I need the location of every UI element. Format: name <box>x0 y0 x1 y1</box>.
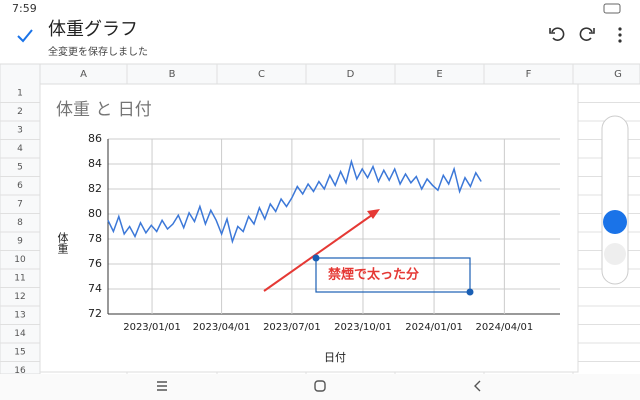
undo-button[interactable] <box>549 27 565 41</box>
x-tick-label: 2024/04/01 <box>476 322 534 333</box>
row-header: 1 <box>17 89 23 99</box>
y-tick-label: 76 <box>88 257 102 270</box>
x-tick-label: 2024/01/01 <box>405 322 463 333</box>
redo-button[interactable] <box>579 27 595 41</box>
row-header: 10 <box>14 255 26 265</box>
x-tick-label: 2023/10/01 <box>334 322 392 333</box>
y-tick-label: 80 <box>88 207 102 220</box>
row-header: 14 <box>14 329 26 339</box>
column-header: E <box>436 69 442 80</box>
row-header: 7 <box>17 200 23 210</box>
scroll-widget[interactable] <box>601 115 629 285</box>
y-tick-label: 72 <box>88 307 102 320</box>
row-header: 12 <box>14 292 25 302</box>
row-header: 15 <box>14 348 25 358</box>
row-header: 4 <box>17 144 23 154</box>
row-header: 13 <box>14 311 25 321</box>
status-time: 7:59 <box>12 2 37 15</box>
nav-home[interactable] <box>314 380 326 392</box>
column-header: C <box>258 69 265 80</box>
row-header: 3 <box>17 126 23 136</box>
y-tick-label: 78 <box>88 232 102 245</box>
done-button[interactable] <box>17 29 33 43</box>
data-line <box>107 158 482 245</box>
y-tick-label: 82 <box>88 182 102 195</box>
save-status: 全変更を保存しました <box>48 45 148 58</box>
row-header: 6 <box>17 181 23 191</box>
doc-title[interactable]: 体重グラフ <box>48 19 138 40</box>
y-tick-label: 84 <box>88 157 102 170</box>
row-header: 11 <box>14 274 25 284</box>
column-header: F <box>526 69 532 80</box>
nav-back[interactable] <box>474 380 481 392</box>
row-header: 16 <box>14 366 26 376</box>
row-header: 2 <box>17 107 23 117</box>
column-header: A <box>80 69 87 80</box>
x-axis-label: 日付 <box>324 351 346 364</box>
column-header: G <box>614 69 622 80</box>
x-tick-label: 2023/04/01 <box>193 322 251 333</box>
annotation: 禁煙で太った分 <box>328 267 419 283</box>
x-tick-label: 2023/01/01 <box>123 322 181 333</box>
row-header: 8 <box>17 218 23 228</box>
chart-title: 体重 と 日付 <box>56 100 152 120</box>
y-axis-label: 体重 <box>56 231 69 254</box>
y-tick-label: 74 <box>88 282 102 295</box>
row-header: 9 <box>17 237 23 247</box>
column-header: B <box>169 69 176 80</box>
nav-menu[interactable] <box>157 381 167 391</box>
x-tick-label: 2023/07/01 <box>263 322 321 333</box>
y-tick-label: 86 <box>88 132 102 145</box>
more-button[interactable] <box>618 27 622 43</box>
row-header: 5 <box>17 163 23 173</box>
column-header: D <box>347 69 355 80</box>
